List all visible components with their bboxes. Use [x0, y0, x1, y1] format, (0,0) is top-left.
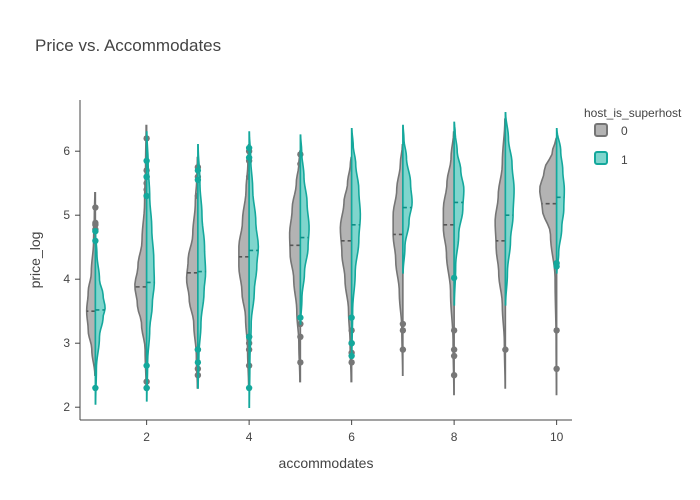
outlier-1-x4-0[interactable]: [245, 144, 253, 152]
x-tick-label-4: 4: [246, 430, 253, 444]
outlier-1-x5-0[interactable]: [297, 314, 304, 321]
outlier-1-x2-3[interactable]: [143, 362, 150, 369]
outlier-0-x5-4[interactable]: [297, 359, 304, 366]
violin-0-x6[interactable]: [339, 156, 353, 383]
x-tick-label-10: 10: [550, 430, 564, 444]
x-axis-label: accommodates: [279, 455, 374, 471]
outlier-0-x1-2[interactable]: [92, 221, 99, 228]
y-tick-label-3: 3: [63, 336, 70, 350]
legend-swatch-0: [594, 123, 608, 137]
violin-0-x1[interactable]: [85, 192, 97, 376]
violin-0-x9[interactable]: [494, 118, 507, 389]
outlier-1-x6-2[interactable]: [348, 352, 355, 360]
outlier-1-x6-0[interactable]: [348, 314, 355, 321]
legend-label-0: 0: [621, 124, 628, 138]
violin-0-x7[interactable]: [392, 144, 404, 376]
outlier-0-x10-1[interactable]: [553, 365, 560, 372]
violin-1-x5[interactable]: [299, 134, 310, 325]
x-tick-label-8: 8: [451, 430, 458, 444]
outlier-0-x6-3[interactable]: [348, 359, 355, 366]
outlier-1-x4-3[interactable]: [245, 384, 253, 392]
outlier-1-x2-4[interactable]: [143, 384, 150, 392]
outlier-0-x7-1[interactable]: [399, 327, 407, 334]
outlier-1-x1-1[interactable]: [92, 237, 99, 244]
outlier-1-x10-1[interactable]: [553, 263, 560, 270]
outlier-1-x1-0[interactable]: [92, 228, 99, 235]
y-tick-label-4: 4: [63, 272, 70, 286]
chart-title: Price vs. Accommodates: [35, 36, 221, 55]
y-tick-label-2: 2: [63, 400, 70, 414]
y-tick-label-5: 5: [63, 208, 70, 222]
plot-area: [85, 112, 566, 408]
outlier-0-x9-0[interactable]: [502, 346, 509, 353]
outlier-0-x8-1[interactable]: [450, 346, 458, 353]
outlier-1-x4-2[interactable]: [245, 333, 253, 340]
outlier-1-x3-1[interactable]: [194, 176, 202, 184]
legend-swatch-1: [594, 151, 608, 165]
legend-title: host_is_superhost: [584, 106, 682, 120]
x-tick-label-6: 6: [348, 430, 355, 444]
outlier-0-x8-0[interactable]: [450, 327, 458, 334]
violin-1-x7[interactable]: [402, 124, 413, 274]
outlier-0-x8-2[interactable]: [450, 352, 458, 360]
outlier-1-x4-1[interactable]: [245, 154, 253, 161]
outlier-1-x3-0[interactable]: [194, 167, 202, 174]
outlier-1-x2-1[interactable]: [143, 173, 150, 180]
outlier-1-x2-2[interactable]: [143, 192, 150, 200]
outlier-1-x2-0[interactable]: [143, 157, 150, 164]
legend-entry-0[interactable]: 0: [594, 123, 628, 138]
outlier-0-x5-3[interactable]: [297, 333, 304, 340]
y-tick-label-6: 6: [63, 144, 70, 158]
x-ticks: 2 4 6 8 10: [143, 420, 564, 444]
y-axis-label: price_log: [27, 232, 43, 289]
legend: host_is_superhost 0 1: [584, 106, 682, 167]
outlier-1-x3-2[interactable]: [194, 346, 202, 353]
outlier-0-x7-0[interactable]: [399, 320, 407, 328]
outlier-0-x10-0[interactable]: [553, 327, 560, 334]
outlier-0-x7-2[interactable]: [399, 346, 407, 353]
y-ticks: 2 3 4 5 6: [63, 144, 80, 414]
outlier-1-x8-0[interactable]: [450, 274, 458, 282]
violin-1-x10[interactable]: [555, 128, 566, 274]
x-tick-label-2: 2: [143, 430, 150, 444]
violin-1-x9[interactable]: [504, 112, 515, 306]
outlier-1-x6-1[interactable]: [348, 340, 355, 347]
violin-1-x1[interactable]: [94, 233, 106, 405]
violin-1-x4[interactable]: [248, 131, 260, 408]
outlier-1-x3-3[interactable]: [194, 359, 202, 366]
legend-label-1: 1: [621, 153, 628, 167]
outlier-0-x1-0[interactable]: [92, 204, 99, 211]
outlier-1-x1-2[interactable]: [92, 384, 99, 392]
violin-1-x2[interactable]: [145, 131, 156, 402]
legend-entry-1[interactable]: 1: [594, 151, 628, 167]
outlier-0-x8-3[interactable]: [450, 372, 458, 379]
